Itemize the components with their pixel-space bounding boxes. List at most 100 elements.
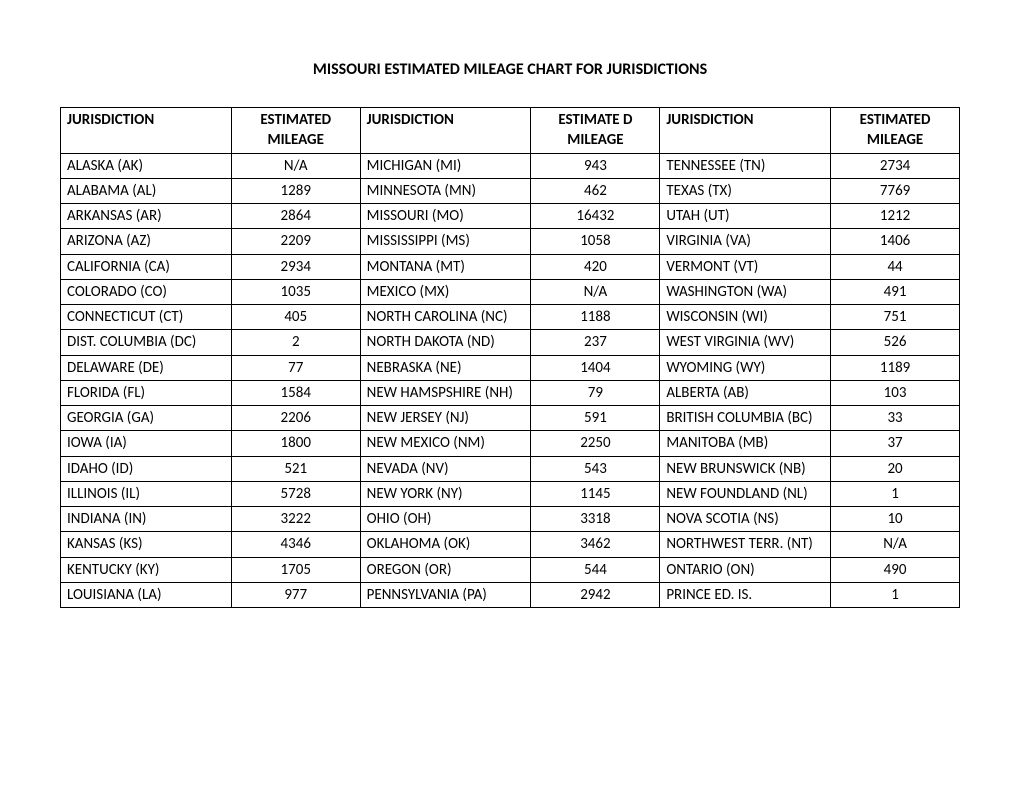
- jurisdiction-cell: NEW MEXICO (NM): [360, 431, 531, 456]
- jurisdiction-cell: ONTARIO (ON): [660, 557, 831, 582]
- jurisdiction-cell: DELAWARE (DE): [61, 355, 232, 380]
- table-row: IDAHO (ID)521NEVADA (NV)543NEW BRUNSWICK…: [61, 456, 960, 481]
- header-jurisdiction-2: JURISDICTION: [360, 108, 531, 154]
- jurisdiction-cell: OHIO (OH): [360, 507, 531, 532]
- jurisdiction-cell: PENNSYLVANIA (PA): [360, 582, 531, 607]
- mileage-cell: N/A: [531, 279, 660, 304]
- mileage-cell: 7769: [831, 178, 960, 203]
- header-mileage-1: ESTIMATED MILEAGE: [231, 108, 360, 154]
- mileage-cell: 1705: [231, 557, 360, 582]
- mileage-cell: 1584: [231, 380, 360, 405]
- mileage-cell: 1058: [531, 229, 660, 254]
- table-row: DIST. COLUMBIA (DC)2NORTH DAKOTA (ND)237…: [61, 330, 960, 355]
- jurisdiction-cell: WISCONSIN (WI): [660, 305, 831, 330]
- mileage-cell: 462: [531, 178, 660, 203]
- table-row: IOWA (IA)1800NEW MEXICO (NM)2250MANITOBA…: [61, 431, 960, 456]
- jurisdiction-cell: IDAHO (ID): [61, 456, 232, 481]
- mileage-cell: 591: [531, 406, 660, 431]
- mileage-cell: 1800: [231, 431, 360, 456]
- mileage-cell: 1188: [531, 305, 660, 330]
- mileage-cell: 751: [831, 305, 960, 330]
- mileage-cell: 1145: [531, 481, 660, 506]
- jurisdiction-cell: WASHINGTON (WA): [660, 279, 831, 304]
- jurisdiction-cell: PRINCE ED. IS.: [660, 582, 831, 607]
- jurisdiction-cell: ARIZONA (AZ): [61, 229, 232, 254]
- mileage-cell: N/A: [831, 532, 960, 557]
- table-row: KANSAS (KS)4346OKLAHOMA (OK)3462NORTHWES…: [61, 532, 960, 557]
- jurisdiction-cell: UTAH (UT): [660, 204, 831, 229]
- mileage-cell: 1289: [231, 178, 360, 203]
- mileage-cell: 544: [531, 557, 660, 582]
- jurisdiction-cell: ALBERTA (AB): [660, 380, 831, 405]
- mileage-cell: 2734: [831, 153, 960, 178]
- table-body: ALASKA (AK)N/AMICHIGAN (MI)943TENNESSEE …: [61, 153, 960, 608]
- header-jurisdiction-3: JURISDICTION: [660, 108, 831, 154]
- mileage-cell: 16432: [531, 204, 660, 229]
- jurisdiction-cell: VIRGINIA (VA): [660, 229, 831, 254]
- mileage-cell: 543: [531, 456, 660, 481]
- jurisdiction-cell: MICHIGAN (MI): [360, 153, 531, 178]
- jurisdiction-cell: CONNECTICUT (CT): [61, 305, 232, 330]
- mileage-cell: 491: [831, 279, 960, 304]
- jurisdiction-cell: MEXICO (MX): [360, 279, 531, 304]
- mileage-cell: 20: [831, 456, 960, 481]
- mileage-cell: 2250: [531, 431, 660, 456]
- jurisdiction-cell: WYOMING (WY): [660, 355, 831, 380]
- table-row: ILLINOIS (IL)5728NEW YORK (NY)1145NEW FO…: [61, 481, 960, 506]
- mileage-cell: 1035: [231, 279, 360, 304]
- jurisdiction-cell: NORTH CAROLINA (NC): [360, 305, 531, 330]
- mileage-cell: 526: [831, 330, 960, 355]
- jurisdiction-cell: MISSISSIPPI (MS): [360, 229, 531, 254]
- mileage-cell: 1: [831, 481, 960, 506]
- mileage-cell: 1404: [531, 355, 660, 380]
- jurisdiction-cell: FLORIDA (FL): [61, 380, 232, 405]
- page-title: MISSOURI ESTIMATED MILEAGE CHART FOR JUR…: [60, 60, 960, 79]
- jurisdiction-cell: VERMONT (VT): [660, 254, 831, 279]
- jurisdiction-cell: COLORADO (CO): [61, 279, 232, 304]
- mileage-cell: 5728: [231, 481, 360, 506]
- mileage-cell: 2206: [231, 406, 360, 431]
- mileage-cell: 1: [831, 582, 960, 607]
- jurisdiction-cell: KENTUCKY (KY): [61, 557, 232, 582]
- jurisdiction-cell: CALIFORNIA (CA): [61, 254, 232, 279]
- mileage-cell: 103: [831, 380, 960, 405]
- jurisdiction-cell: OKLAHOMA (OK): [360, 532, 531, 557]
- jurisdiction-cell: KANSAS (KS): [61, 532, 232, 557]
- jurisdiction-cell: NEBRASKA (NE): [360, 355, 531, 380]
- jurisdiction-cell: GEORGIA (GA): [61, 406, 232, 431]
- mileage-cell: 1189: [831, 355, 960, 380]
- jurisdiction-cell: BRITISH COLUMBIA (BC): [660, 406, 831, 431]
- table-row: ALASKA (AK)N/AMICHIGAN (MI)943TENNESSEE …: [61, 153, 960, 178]
- table-header-row: JURISDICTION ESTIMATED MILEAGE JURISDICT…: [61, 108, 960, 154]
- jurisdiction-cell: ARKANSAS (AR): [61, 204, 232, 229]
- table-row: CONNECTICUT (CT)405NORTH CAROLINA (NC)11…: [61, 305, 960, 330]
- mileage-cell: 420: [531, 254, 660, 279]
- mileage-cell: 237: [531, 330, 660, 355]
- mileage-cell: 2: [231, 330, 360, 355]
- table-row: LOUISIANA (LA)977PENNSYLVANIA (PA)2942PR…: [61, 582, 960, 607]
- mileage-cell: N/A: [231, 153, 360, 178]
- jurisdiction-cell: WEST VIRGINIA (WV): [660, 330, 831, 355]
- jurisdiction-cell: NEW YORK (NY): [360, 481, 531, 506]
- mileage-cell: 1212: [831, 204, 960, 229]
- jurisdiction-cell: NEW JERSEY (NJ): [360, 406, 531, 431]
- mileage-cell: 943: [531, 153, 660, 178]
- mileage-table: JURISDICTION ESTIMATED MILEAGE JURISDICT…: [60, 107, 960, 608]
- mileage-cell: 33: [831, 406, 960, 431]
- jurisdiction-cell: IOWA (IA): [61, 431, 232, 456]
- mileage-cell: 1406: [831, 229, 960, 254]
- table-row: ARKANSAS (AR)2864MISSOURI (MO)16432UTAH …: [61, 204, 960, 229]
- mileage-cell: 2209: [231, 229, 360, 254]
- mileage-cell: 2864: [231, 204, 360, 229]
- mileage-cell: 2942: [531, 582, 660, 607]
- mileage-cell: 77: [231, 355, 360, 380]
- mileage-cell: 3318: [531, 507, 660, 532]
- jurisdiction-cell: NOVA SCOTIA (NS): [660, 507, 831, 532]
- jurisdiction-cell: INDIANA (IN): [61, 507, 232, 532]
- header-mileage-3: ESTIMATED MILEAGE: [831, 108, 960, 154]
- table-row: CALIFORNIA (CA)2934MONTANA (MT)420VERMON…: [61, 254, 960, 279]
- table-row: KENTUCKY (KY)1705OREGON (OR)544ONTARIO (…: [61, 557, 960, 582]
- mileage-cell: 490: [831, 557, 960, 582]
- jurisdiction-cell: NORTHWEST TERR. (NT): [660, 532, 831, 557]
- jurisdiction-cell: ALABAMA (AL): [61, 178, 232, 203]
